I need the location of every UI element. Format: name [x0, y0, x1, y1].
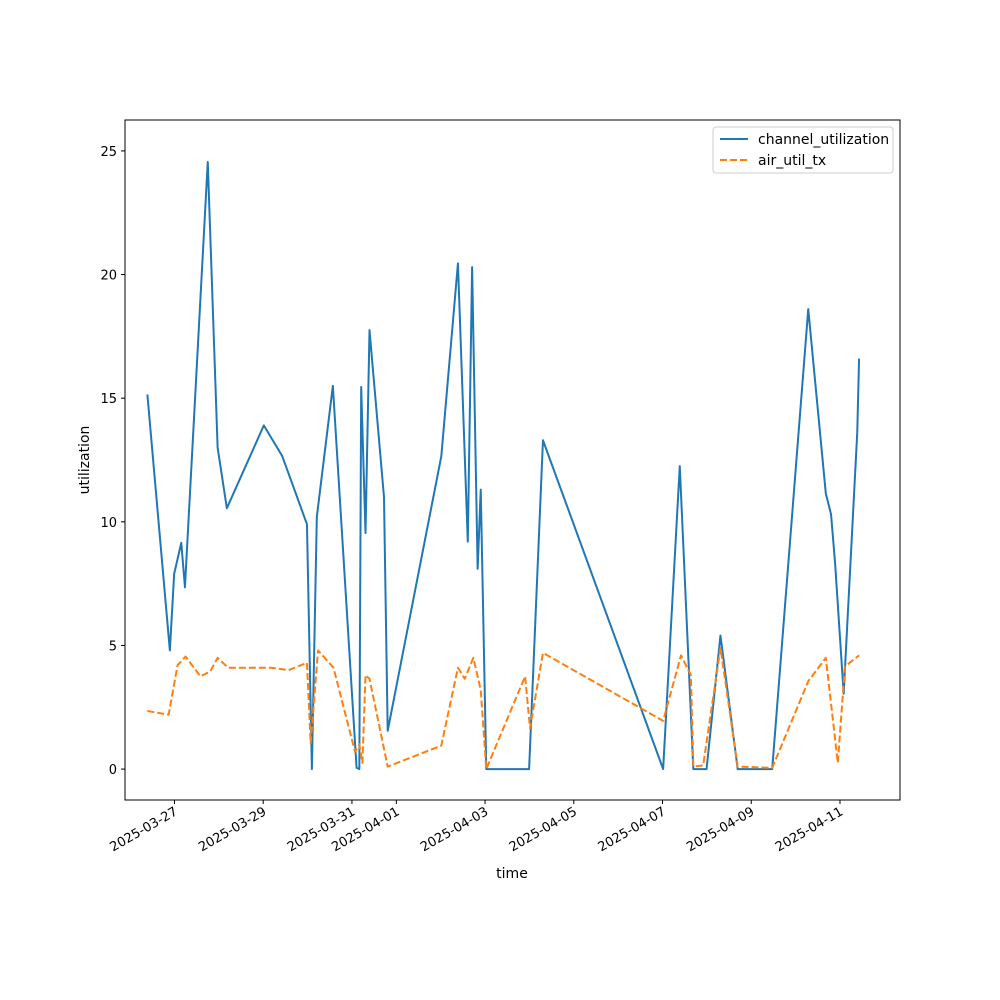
- y-tick-label: 5: [109, 639, 117, 654]
- y-tick-label: 25: [100, 145, 117, 160]
- y-tick-label: 0: [109, 763, 117, 778]
- legend-box: [712, 126, 894, 174]
- x-axis-label: time: [496, 866, 528, 882]
- series-line-air-util-tx: [147, 646, 860, 771]
- y-axis: 0 5 10 15 20 25: [100, 145, 125, 778]
- series-line-channel-utilization: [146, 161, 861, 771]
- legend-entry-channel-utilization: channel_utilization: [758, 132, 889, 148]
- y-tick-label: 15: [100, 392, 117, 407]
- legend-entry-air-util-tx: air_util_tx: [758, 153, 826, 169]
- legend: channel_utilization air_util_tx: [712, 126, 894, 174]
- y-tick-label: 10: [100, 516, 117, 531]
- y-axis-label: utilization: [77, 426, 93, 495]
- series-layer: [146, 161, 861, 771]
- axes-frame: [124, 119, 901, 801]
- y-tick-label: 20: [100, 269, 117, 284]
